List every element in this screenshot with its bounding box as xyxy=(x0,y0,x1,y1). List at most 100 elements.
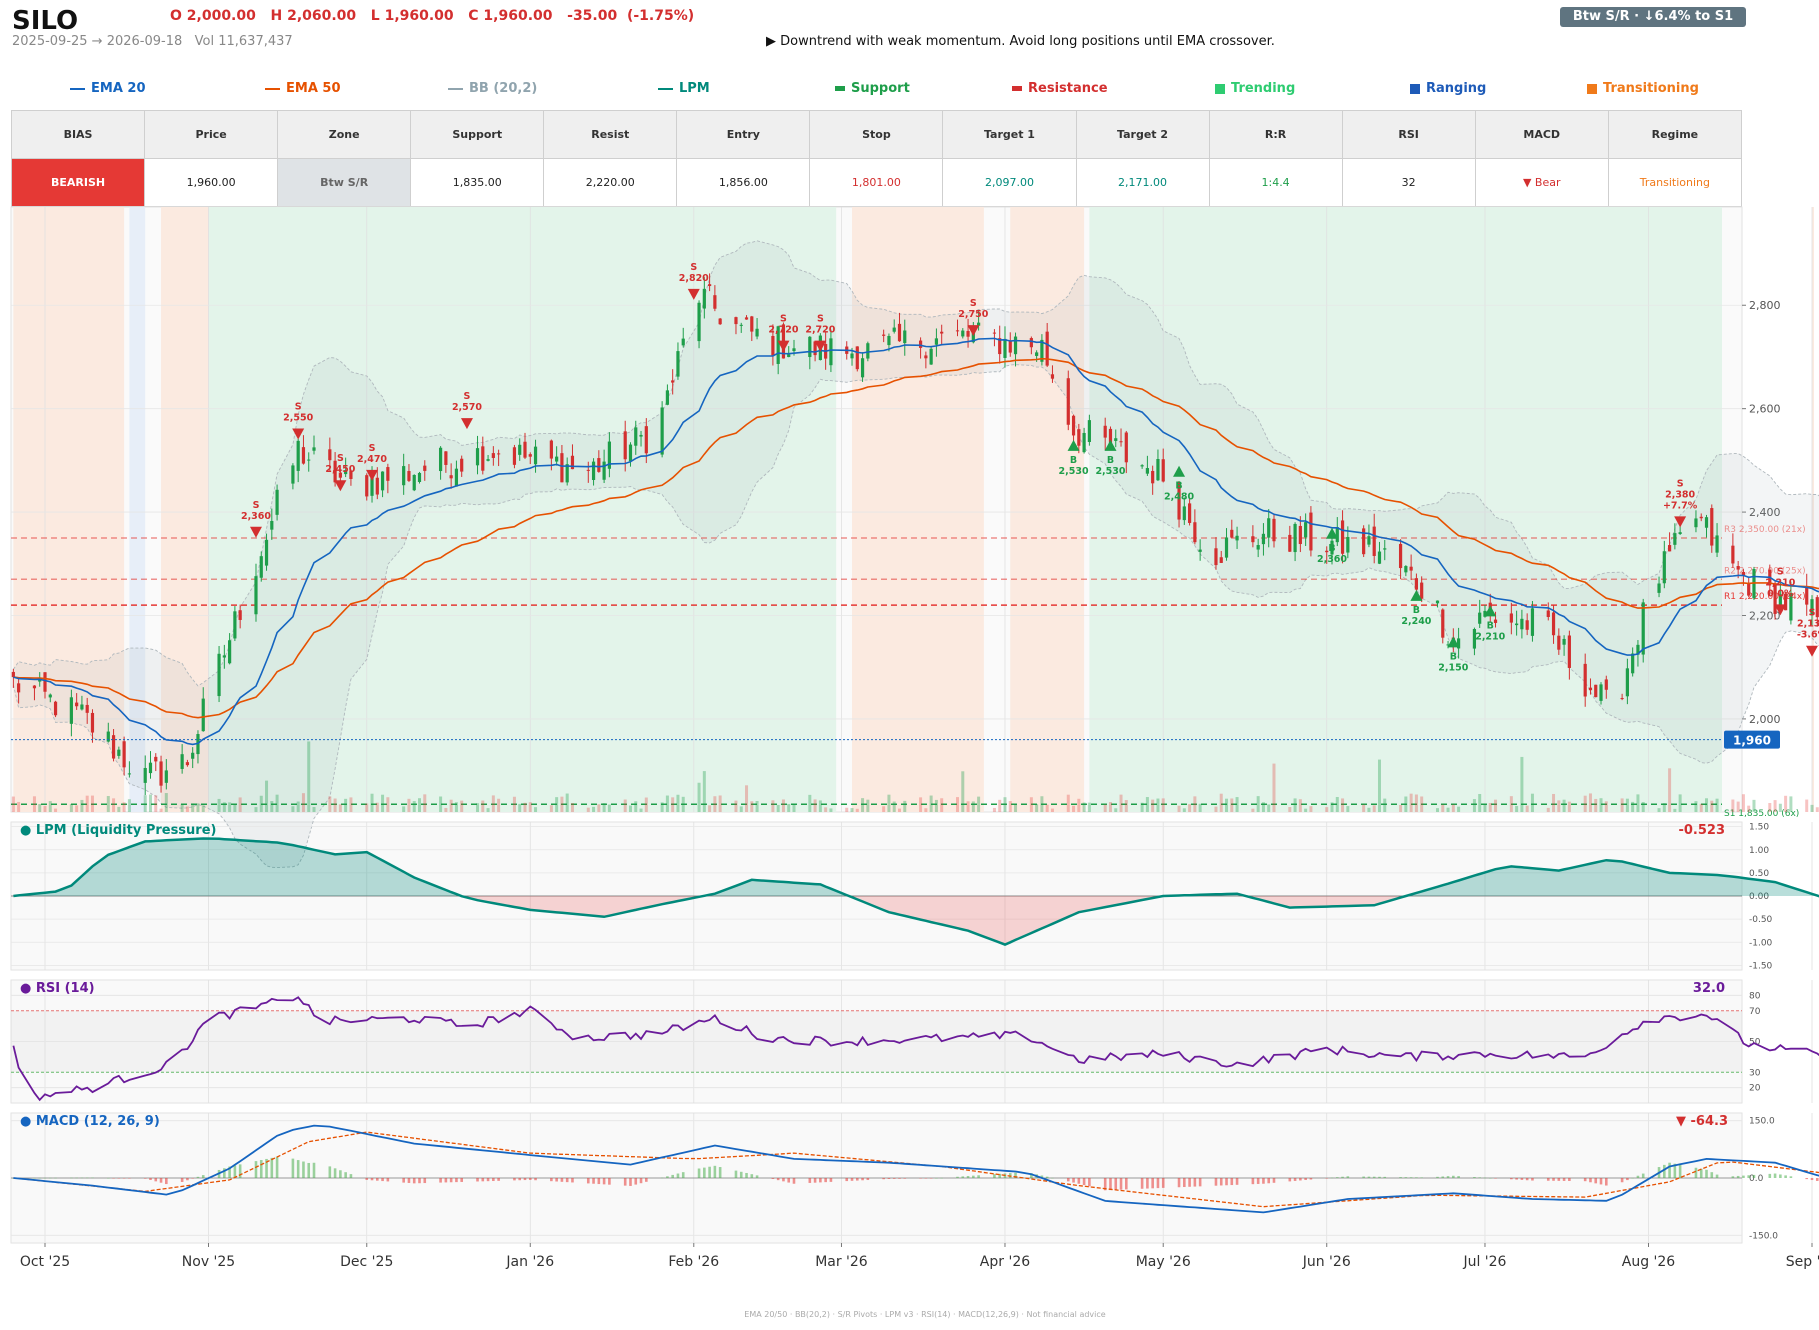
candle-body xyxy=(1261,533,1266,545)
macd-histogram-bar xyxy=(307,1162,311,1178)
buy-signal-marker xyxy=(1484,605,1497,617)
macd-histogram-bar xyxy=(339,1170,342,1178)
macd-histogram-bar xyxy=(1225,1178,1228,1186)
candle-body xyxy=(270,520,274,530)
macd-histogram-bar xyxy=(449,1178,453,1183)
summary-value-entry: 1,856.00 xyxy=(676,158,811,207)
candle-body xyxy=(628,444,633,462)
volume-bar xyxy=(1404,796,1408,812)
legend-swatch-icon xyxy=(1410,83,1420,94)
volume-bar xyxy=(1789,796,1793,812)
candle-body xyxy=(1335,527,1339,543)
volume-bar xyxy=(1367,807,1371,812)
macd-histogram-bar xyxy=(924,1178,928,1179)
candle-body xyxy=(586,469,590,471)
macd-histogram-bar xyxy=(929,1178,933,1179)
candle-body xyxy=(222,655,226,658)
macd-histogram-bar xyxy=(787,1178,791,1183)
volume-bar xyxy=(301,793,305,812)
rsi-tick-label: 50 xyxy=(1749,1038,1761,1048)
macd-histogram-bar xyxy=(344,1172,347,1178)
macd-histogram-bar xyxy=(898,1178,901,1179)
volume-bar xyxy=(185,806,189,812)
candle-body xyxy=(676,351,680,377)
macd-histogram-bar xyxy=(497,1178,500,1181)
macd-histogram-bar xyxy=(1346,1176,1350,1178)
macd-histogram-bar xyxy=(1768,1173,1772,1178)
candle-body xyxy=(1161,459,1165,482)
macd-histogram-bar xyxy=(1330,1177,1334,1179)
candle-body xyxy=(1567,635,1571,668)
candle-body xyxy=(1346,537,1350,553)
volume-bar xyxy=(681,796,685,812)
sell-signal-marker xyxy=(1806,645,1818,657)
candle-body xyxy=(1119,441,1123,443)
macd-histogram-bar xyxy=(418,1178,421,1184)
volume-bar xyxy=(1805,799,1809,812)
volume-bar xyxy=(1710,800,1714,812)
volume-bar xyxy=(386,797,390,812)
volume-bar xyxy=(1362,804,1366,812)
candle-body xyxy=(1082,432,1086,453)
volume-bar xyxy=(1478,793,1482,812)
candle-body xyxy=(1066,378,1070,425)
lpm-negative-area xyxy=(13,896,1819,945)
candle-body xyxy=(903,330,907,344)
macd-histogram-bar xyxy=(80,1177,84,1179)
macd-histogram-bar xyxy=(1103,1178,1107,1191)
macd-histogram-bar xyxy=(296,1160,300,1178)
macd-histogram-bar xyxy=(1636,1175,1640,1178)
macd-histogram-bar xyxy=(1789,1176,1793,1178)
volume-bar xyxy=(460,800,464,812)
candle-body xyxy=(1636,644,1640,655)
volume-bar xyxy=(417,798,421,812)
signal-value: 2,380 xyxy=(1665,489,1695,500)
candle-body xyxy=(739,324,743,326)
macd-histogram-bar xyxy=(645,1178,648,1182)
x-tick-label: Nov '25 xyxy=(182,1254,235,1270)
candle-body xyxy=(1778,594,1782,608)
sr-level-label: R1 2,220.00 (24x) xyxy=(1724,592,1806,602)
signal-label: S 2,550 xyxy=(283,402,313,424)
candle-body xyxy=(1187,503,1192,523)
macd-histogram-bar xyxy=(1140,1178,1144,1189)
macd-histogram-bar xyxy=(1109,1178,1112,1191)
macd-histogram-bar xyxy=(750,1174,754,1178)
macd-histogram-bar xyxy=(1045,1176,1049,1178)
x-tick-label: Jan '26 xyxy=(505,1254,554,1270)
macd-histogram-bar xyxy=(492,1178,495,1182)
candle-body xyxy=(1594,684,1598,698)
volume-bar xyxy=(697,782,701,812)
volume-bar xyxy=(560,796,564,812)
macd-histogram-bar xyxy=(75,1177,78,1179)
volume-bar xyxy=(597,804,601,812)
volume-bar xyxy=(1304,808,1308,812)
legend-item-ema-50: EMA 50 xyxy=(265,81,341,96)
candle-body xyxy=(549,440,553,459)
signal-type: B xyxy=(1107,455,1114,466)
candle-body xyxy=(1588,687,1593,691)
lpm-line xyxy=(13,837,1819,946)
candle-body xyxy=(233,611,237,639)
volume-bar xyxy=(1156,798,1160,812)
lpm-current-value: -0.523 xyxy=(1678,823,1725,838)
volume-bar xyxy=(1309,806,1313,812)
macd-histogram-bar xyxy=(154,1178,158,1182)
candle-body xyxy=(792,348,796,352)
macd-histogram-bar xyxy=(1124,1178,1128,1190)
macd-histogram-bar xyxy=(1784,1175,1787,1178)
macd-histogram-bar xyxy=(1589,1178,1592,1183)
macd-histogram-bar xyxy=(1066,1178,1070,1182)
macd-histogram-bar xyxy=(745,1172,748,1178)
legend-label: Trending xyxy=(1231,81,1296,96)
summary-header-cell: Stop xyxy=(809,110,944,159)
volume-bar xyxy=(1747,805,1751,812)
macd-histogram-bar xyxy=(1256,1178,1260,1184)
signal-label: S 2,360 xyxy=(241,500,271,522)
volume-bar xyxy=(1272,763,1276,812)
ema-50-line xyxy=(13,357,1819,719)
macd-histogram-bar xyxy=(85,1177,89,1179)
macd-histogram-bar xyxy=(312,1162,316,1178)
macd-histogram-bar xyxy=(671,1174,674,1178)
candle-body xyxy=(1551,612,1556,636)
